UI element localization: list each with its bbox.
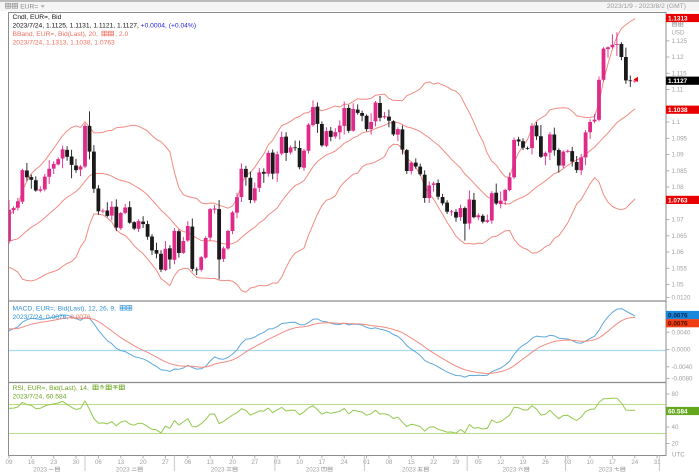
svg-text:16: 16	[28, 459, 35, 466]
svg-text:1.0763: 1.0763	[668, 197, 688, 204]
svg-text:RSI, EUR=, Bid(Last), 14,: RSI, EUR=, Bid(Last), 14,	[13, 385, 90, 392]
svg-text:-0.0080: -0.0080	[672, 376, 694, 383]
svg-text:10: 10	[587, 459, 594, 466]
svg-text:MACD, EUR=, Bid(Last), 12, 26: MACD, EUR=, Bid(Last), 12, 26, 9,	[13, 306, 117, 313]
svg-text:2023: 2023	[306, 467, 320, 474]
svg-text:2023/7/24, 1.1313, 1.1038, 1.0: 2023/7/24, 1.1313, 1.1038, 1.0763	[13, 40, 116, 47]
svg-text:UTC: UTC	[672, 452, 685, 459]
svg-text:13: 13	[207, 459, 214, 466]
svg-text:24: 24	[631, 459, 638, 466]
svg-text:2023: 2023	[116, 467, 130, 474]
svg-text:09: 09	[6, 459, 13, 466]
svg-text:2023: 2023	[503, 467, 517, 474]
svg-text:10: 10	[296, 459, 303, 466]
svg-text:60.584: 60.584	[668, 408, 688, 415]
svg-text:03: 03	[274, 459, 281, 466]
svg-text:, 2.0: , 2.0	[115, 31, 128, 38]
svg-text:2023/7/24, 60.584: 2023/7/24, 60.584	[13, 393, 67, 400]
svg-text:27: 27	[251, 459, 258, 466]
svg-text:2023: 2023	[402, 467, 416, 474]
svg-text:0.0120: 0.0120	[672, 295, 691, 302]
svg-text:BBand, EUR=, Bid(Last), 20,: BBand, EUR=, Bid(Last), 20,	[13, 31, 98, 38]
svg-text:0.0076: 0.0076	[668, 321, 688, 328]
svg-text:05: 05	[475, 459, 482, 466]
svg-text:19: 19	[520, 459, 527, 466]
svg-text:13: 13	[117, 459, 124, 466]
svg-text:-0.0040: -0.0040	[672, 364, 694, 371]
svg-text:22: 22	[430, 459, 437, 466]
svg-text:1.1: 1.1	[672, 119, 681, 126]
svg-text:2023: 2023	[211, 467, 225, 474]
svg-text:1.1038: 1.1038	[668, 107, 688, 114]
svg-text:03: 03	[564, 459, 571, 466]
svg-text:0.0040: 0.0040	[672, 329, 691, 336]
svg-text:01: 01	[363, 459, 370, 466]
svg-text:Cndl, EUR=, Bid: Cndl, EUR=, Bid	[13, 14, 62, 21]
svg-text:1.12: 1.12	[672, 54, 685, 61]
svg-text:2023/1/9 - 2023/8/2 (GMT): 2023/1/9 - 2023/8/2 (GMT)	[607, 3, 686, 10]
svg-text:17: 17	[609, 459, 616, 466]
svg-text:1.07: 1.07	[672, 217, 685, 224]
svg-text:1.06: 1.06	[672, 249, 685, 256]
svg-text:1.05: 1.05	[672, 282, 685, 289]
svg-text:USD: USD	[671, 30, 685, 37]
svg-text:1.1127: 1.1127	[668, 78, 688, 85]
svg-text:15: 15	[408, 459, 415, 466]
svg-text:23: 23	[50, 459, 57, 466]
svg-text:31: 31	[654, 459, 661, 466]
svg-text:17: 17	[318, 459, 325, 466]
svg-text:EUR=: EUR=	[20, 4, 38, 11]
svg-text:2023/7/24, 1.1125, 1.1131, 1.1: 2023/7/24, 1.1125, 1.1131, 1.1121, 1.112…	[13, 22, 197, 29]
svg-text:1.11: 1.11	[672, 87, 684, 94]
svg-text:2023: 2023	[599, 467, 613, 474]
svg-text:2023/7/24, 0.0076, 0.0076: 2023/7/24, 0.0076, 0.0076	[13, 314, 91, 321]
svg-text:0.0076: 0.0076	[668, 312, 688, 319]
svg-text:29: 29	[453, 459, 460, 466]
svg-text:30: 30	[73, 459, 80, 466]
svg-text:1.065: 1.065	[672, 233, 688, 240]
svg-text:1.125: 1.125	[672, 38, 688, 45]
svg-text:20: 20	[672, 441, 679, 448]
svg-text:20: 20	[229, 459, 236, 466]
svg-text:0.0000: 0.0000	[672, 347, 691, 354]
svg-text:1.1313: 1.1313	[668, 15, 688, 22]
svg-text:12: 12	[497, 459, 504, 466]
svg-text:1.09: 1.09	[672, 152, 685, 159]
svg-text:26: 26	[542, 459, 549, 466]
svg-text:06: 06	[95, 459, 102, 466]
svg-text:40: 40	[672, 424, 679, 431]
svg-text:1.115: 1.115	[672, 71, 688, 78]
svg-text:27: 27	[162, 459, 169, 466]
svg-text:1.095: 1.095	[672, 136, 688, 143]
svg-text:24: 24	[341, 459, 348, 466]
svg-text:08: 08	[385, 459, 392, 466]
svg-text:06: 06	[184, 459, 191, 466]
svg-text:1.055: 1.055	[672, 266, 688, 273]
svg-text:2023: 2023	[33, 467, 47, 474]
svg-text:80: 80	[672, 391, 679, 398]
svg-text:20: 20	[140, 459, 147, 466]
svg-text:1.085: 1.085	[672, 168, 688, 175]
svg-text:1.08: 1.08	[672, 184, 685, 191]
